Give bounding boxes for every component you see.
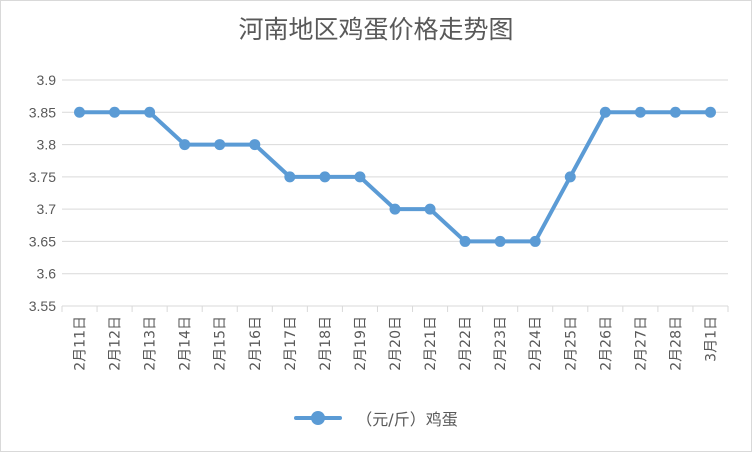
x-axis-ticks: 2月11日 2月12日 2月13日 2月14日 2月15日 2月16日 2月17日 2月18日… (73, 316, 720, 371)
x-tick-label: 2月13日 (143, 316, 159, 371)
legend-label: （元/斤）鸡蛋 (356, 410, 458, 429)
x-tick-label: 2月12日 (108, 316, 124, 371)
x-tick-label: 2月17日 (283, 316, 299, 371)
x-tick-label: 2月27日 (633, 316, 649, 371)
data-point (109, 106, 121, 118)
data-point (424, 203, 436, 215)
x-tick-label: 2月21日 (423, 316, 439, 371)
data-point (459, 235, 471, 247)
x-tick-label: 2月18日 (318, 316, 334, 371)
x-tick-label: 2月22日 (458, 316, 474, 371)
data-point (179, 139, 191, 151)
data-point (529, 235, 541, 247)
x-tick-label: 2月15日 (213, 316, 229, 371)
y-tick-label: 3.75 (29, 169, 56, 185)
data-point (249, 139, 261, 151)
y-tick-label: 3.9 (37, 72, 57, 88)
x-tick-label: 2月28日 (668, 316, 684, 371)
gridlines (61, 79, 729, 312)
y-tick-label: 3.55 (29, 298, 56, 314)
data-point (599, 106, 611, 118)
data-point (319, 171, 331, 183)
x-tick-label: 2月11日 (73, 316, 89, 371)
x-tick-label: 2月26日 (598, 316, 614, 371)
data-point (564, 171, 576, 183)
data-point (704, 106, 716, 118)
data-point (389, 203, 401, 215)
y-tick-label: 3.7 (37, 201, 57, 217)
y-tick-label: 3.85 (29, 104, 56, 120)
x-tick-label: 2月19日 (353, 316, 369, 371)
x-tick-label: 2月23日 (493, 316, 509, 371)
data-point (74, 106, 86, 118)
x-tick-label: 2月25日 (563, 316, 579, 371)
data-point (634, 106, 646, 118)
data-point (669, 106, 681, 118)
data-point (494, 235, 506, 247)
y-tick-label: 3.6 (37, 266, 57, 282)
x-tick-label: 3月1日 (703, 316, 719, 362)
x-tick-label: 2月16日 (248, 316, 264, 371)
data-point (214, 139, 226, 151)
legend: （元/斤）鸡蛋 (0, 406, 752, 430)
legend-marker (294, 410, 343, 426)
x-tick-label: 2月20日 (388, 316, 404, 371)
y-tick-label: 3.65 (29, 233, 56, 249)
data-point (284, 171, 296, 183)
chart-title: 河南地区鸡蛋价格走势图 (238, 15, 514, 44)
x-tick-label: 2月14日 (178, 316, 194, 371)
y-tick-label: 3.8 (37, 137, 57, 153)
y-axis-ticks: 3.55 3.6 3.65 3.7 3.75 3.8 3.85 3.9 (29, 72, 56, 314)
series-layer (74, 106, 716, 247)
data-point (144, 106, 156, 118)
data-point (354, 171, 366, 183)
x-tick-label: 2月24日 (528, 316, 544, 371)
